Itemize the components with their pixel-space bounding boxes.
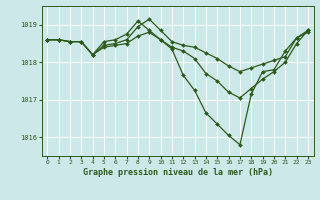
X-axis label: Graphe pression niveau de la mer (hPa): Graphe pression niveau de la mer (hPa) [83,168,273,177]
